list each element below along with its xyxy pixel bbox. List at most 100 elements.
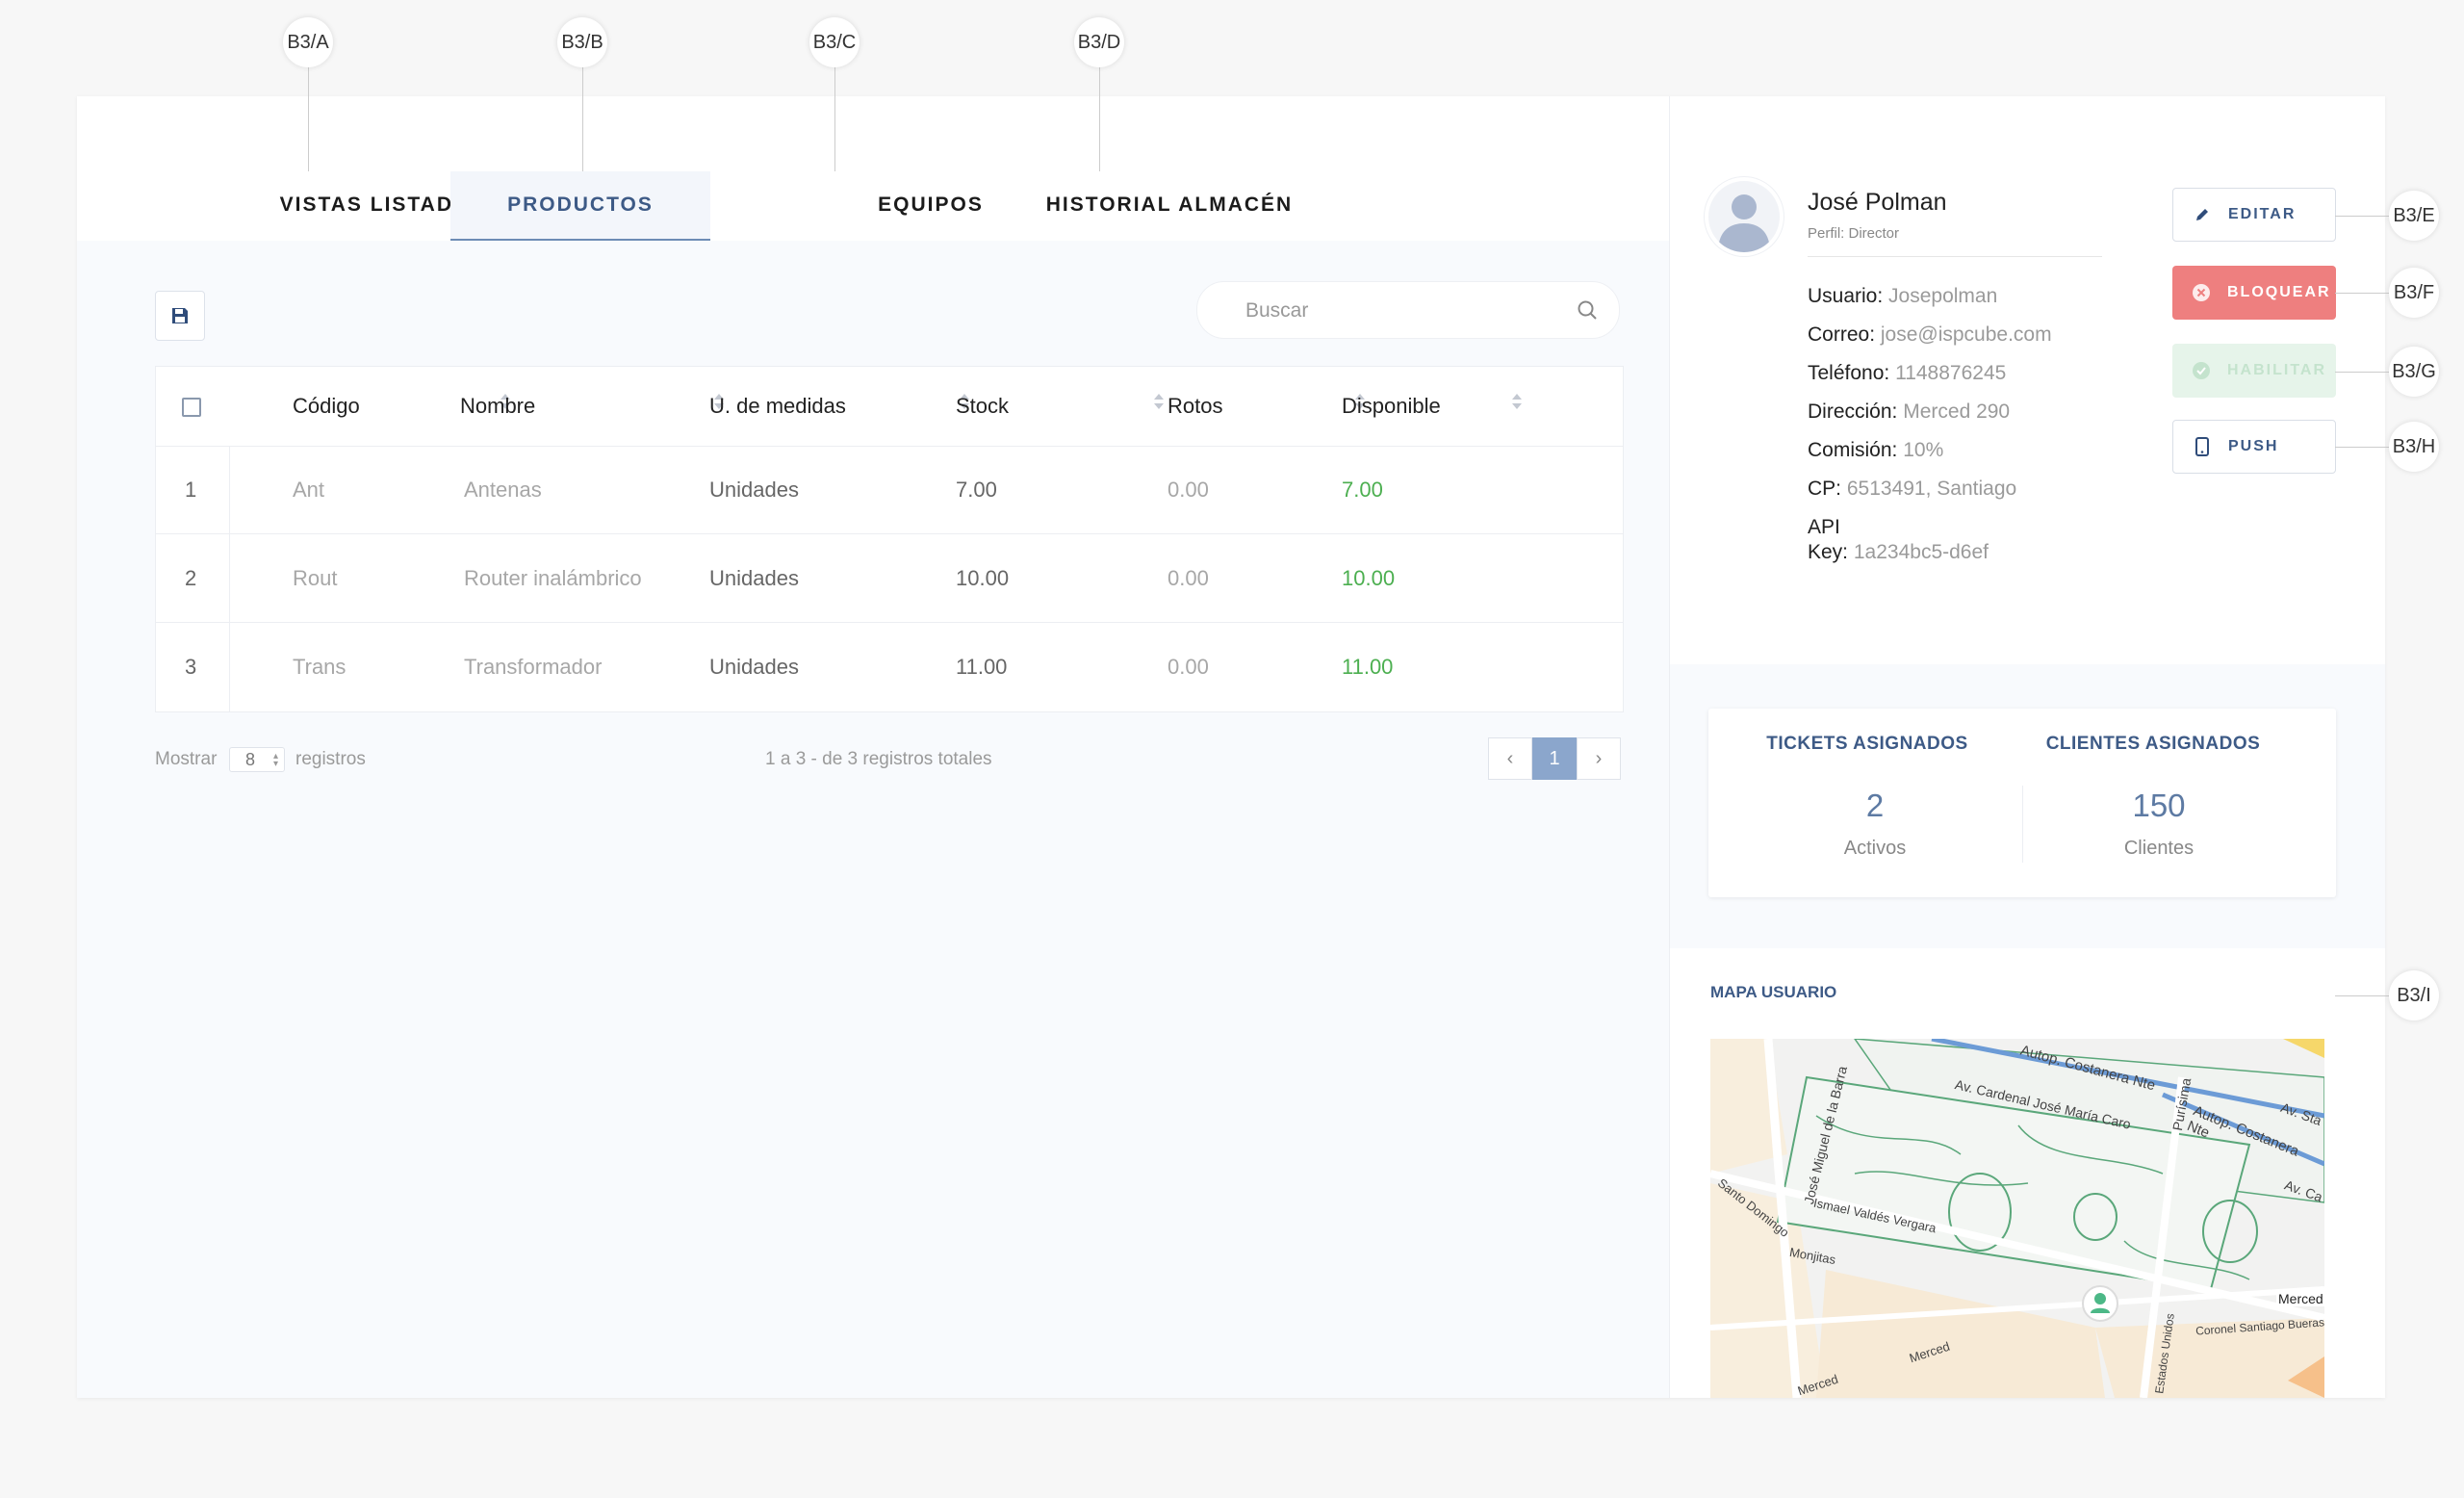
push-button[interactable]: PUSH [2172,420,2336,474]
cell-stock: 10.00 [956,565,1010,590]
block-button[interactable]: BLOQUEAR [2172,266,2336,320]
table-row[interactable]: 1 Ant Antenas Unidades 7.00 0.00 7.00 [156,446,1623,534]
records-label: registros [295,749,366,769]
map-title: MAPA USUARIO [1710,983,1837,1001]
page-button[interactable]: 1 [1532,737,1577,780]
tab-historial-almacen[interactable]: HISTORIAL ALMACÉN [1045,194,1294,216]
cell-rotos: 0.00 [1168,477,1209,502]
header-stock[interactable]: Stock [956,394,1010,418]
select-all-checkbox[interactable] [182,398,201,417]
callout-b3-b: B3/B [557,17,607,67]
clients-title: CLIENTES ASIGNADOS [2045,734,2261,754]
field-comision: Comisión: 10% [1808,439,1944,461]
field-telefono: Teléfono: 1148876245 [1808,362,2007,384]
enable-button[interactable]: HABILITAR [2172,344,2336,398]
callout-line [582,67,583,171]
field-correo: Correo: jose@ispcube.com [1808,323,2052,346]
show-label: Mostrar [155,749,218,769]
header-rotos[interactable]: Rotos [1168,394,1223,418]
field-api-label: API [1808,516,1840,538]
clients-label: Clientes [2123,838,2194,859]
user-map[interactable]: Autop. Costanera Nte Av. Cardenal José M… [1710,1039,2324,1398]
products-table: Código Nombre U. de medidas Stock Rotos … [155,366,1624,712]
cell-unidad: Unidades [709,565,799,590]
sort-icon[interactable] [714,394,724,413]
callout-line [2335,995,2389,996]
prev-page-button[interactable]: ‹ [1488,737,1532,780]
callout-b3-d: B3/D [1074,17,1124,67]
avatar [1708,181,1780,252]
sort-icon[interactable] [1355,394,1365,413]
table-row[interactable]: 3 Trans Transformador Unidades 11.00 0.0… [156,623,1623,710]
cell-unidad: Unidades [709,477,799,502]
index-column [156,446,230,711]
tab-equipos[interactable]: EQUIPOS [878,194,984,216]
per-page-select[interactable]: 8 ▴ ▾ [229,747,285,772]
cell-rotos: 0.00 [1168,565,1209,590]
header-codigo[interactable]: Código [293,394,360,418]
table-row[interactable]: 2 Rout Router inalámbrico Unidades 10.00… [156,534,1623,623]
header-disponible[interactable]: Disponible [1342,394,1441,418]
map-graphic [1710,1039,2324,1398]
records-summary: 1 a 3 - de 3 registros totales [765,749,992,769]
callout-line [834,67,835,171]
callout-line [308,67,309,171]
divider [1808,256,2102,257]
row-index: 2 [185,565,197,590]
tab-vistas-listados[interactable]: VISTAS LISTADOS [279,194,487,216]
next-page-button[interactable]: › [1577,737,1621,780]
mobile-phone-icon [2193,437,2212,456]
search-icon[interactable] [1577,299,1598,321]
header-nombre[interactable]: Nombre [460,394,536,418]
pagination: ‹ 1 › [1488,737,1621,780]
close-circle-icon [2192,283,2211,302]
field-api-key: Key: 1a234bc5-d6ef [1808,541,1989,563]
callout-b3-i: B3/I [2389,970,2439,1020]
callout-line [2335,372,2389,373]
cell-unidad: Unidades [709,654,799,679]
callout-b3-h: B3/H [2389,422,2439,472]
sort-icon[interactable] [1512,394,1522,413]
sort-icon[interactable] [500,394,510,413]
table-footer: Mostrar 8 ▴ ▾ registros 1 a 3 - de 3 regi… [155,737,1622,786]
divider [2022,786,2023,863]
cell-nombre: Router inalámbrico [464,565,642,590]
user-role: Perfil: Director [1808,225,1900,242]
push-label: PUSH [2228,438,2279,454]
per-page-value: 8 [245,749,256,769]
cell-stock: 11.00 [956,654,1008,679]
table-header: Código Nombre U. de medidas Stock Rotos … [156,367,1623,447]
clients-count: 150 [2132,788,2186,823]
row-index: 1 [185,477,197,502]
save-button[interactable] [155,291,205,341]
tickets-label: Activos [1843,838,1907,859]
main-card: VISTAS LISTADOS PRODUCTOS EQUIPOS HISTOR… [77,96,2385,1398]
user-silhouette-icon [1718,194,1770,252]
cell-stock: 7.00 [956,477,997,502]
map-street-label: Merced [2276,1291,2324,1306]
search-box [1196,281,1620,340]
callout-line [2335,447,2389,448]
edit-button[interactable]: EDITAR [2172,188,2336,242]
callout-line [2335,293,2389,294]
cell-rotos: 0.00 [1168,654,1209,679]
tab-bar: VISTAS LISTADOS PRODUCTOS EQUIPOS HISTOR… [77,96,1669,242]
callout-line [1099,67,1100,171]
tab-productos[interactable]: PRODUCTOS [450,171,710,242]
user-panel: José Polman Perfil: Director Usuario: Jo… [1669,96,2385,1398]
cell-disponible: 10.00 [1342,565,1396,590]
sort-icon[interactable] [960,394,969,413]
callout-b3-a: B3/A [283,17,333,67]
sort-icon[interactable] [1154,394,1164,413]
enable-label: HABILITAR [2227,362,2327,378]
cell-nombre: Transformador [464,654,603,679]
field-cp: CP: 6513491, Santiago [1808,478,2017,500]
callout-b3-f: B3/F [2389,268,2439,318]
field-direccion: Dirección: Merced 290 [1808,400,2011,423]
header-unidad[interactable]: U. de medidas [709,394,846,418]
edit-label: EDITAR [2228,206,2297,222]
user-name: José Polman [1808,189,1947,216]
block-label: BLOQUEAR [2227,284,2331,300]
tab-content: Código Nombre U. de medidas Stock Rotos … [77,241,1669,1398]
search-input[interactable] [1244,282,1565,340]
